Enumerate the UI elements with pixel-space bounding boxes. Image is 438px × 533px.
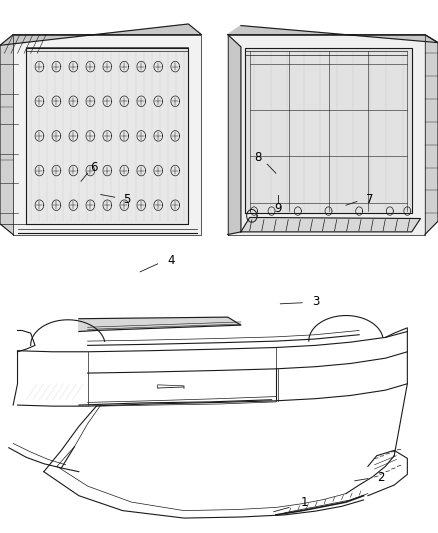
Polygon shape xyxy=(241,217,420,232)
Text: 2: 2 xyxy=(377,471,385,483)
Text: 1: 1 xyxy=(300,496,308,508)
Text: 4: 4 xyxy=(167,254,175,266)
Polygon shape xyxy=(228,26,438,43)
Polygon shape xyxy=(245,48,412,213)
Text: 8: 8 xyxy=(255,151,262,164)
Polygon shape xyxy=(79,317,241,332)
Polygon shape xyxy=(228,35,425,235)
Polygon shape xyxy=(0,24,201,45)
Text: 9: 9 xyxy=(274,203,282,215)
Polygon shape xyxy=(425,35,438,235)
Text: 6: 6 xyxy=(90,161,98,174)
Polygon shape xyxy=(228,35,241,235)
Polygon shape xyxy=(0,35,13,235)
Polygon shape xyxy=(26,48,188,224)
Text: 7: 7 xyxy=(366,193,374,206)
Polygon shape xyxy=(13,35,201,235)
Text: 5: 5 xyxy=(124,193,131,206)
Text: 3: 3 xyxy=(312,295,319,308)
